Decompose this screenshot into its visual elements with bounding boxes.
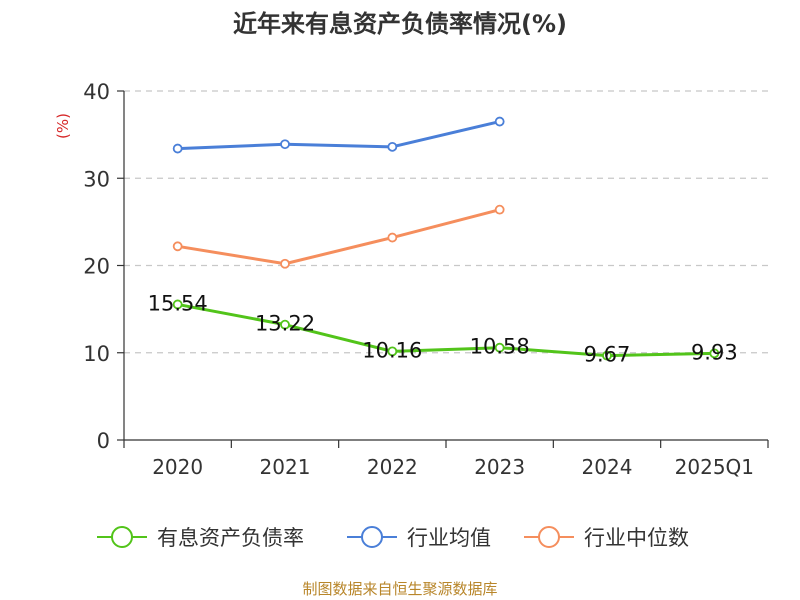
data-point-s2-3 (494, 204, 505, 215)
legend-label: 有息资产负债率 (157, 526, 304, 550)
data-point-s0-5 (709, 348, 720, 359)
legend-swatch-marker (538, 526, 560, 548)
legend-item-1[interactable]: 行业均值 (347, 526, 491, 550)
x-tick-label: 2022 (367, 455, 418, 479)
data-point-s1-1 (280, 139, 290, 150)
data-point-s1-2 (387, 141, 398, 152)
data-point-s2-0 (172, 241, 183, 252)
data-label: 13.22 (255, 312, 315, 336)
y-tick-label: 30 (83, 167, 110, 191)
series-line-2 (177, 208, 501, 266)
series-lines (172, 116, 720, 361)
y-axis-label: (%) (54, 113, 72, 139)
data-label: 10.58 (470, 335, 530, 359)
data-point-s0-1 (280, 319, 290, 330)
y-tick-label: 10 (83, 342, 110, 366)
data-point-s1-0 (172, 143, 183, 154)
x-tick-label: 2024 (582, 455, 633, 479)
legend-swatch-marker (111, 526, 133, 548)
legend[interactable]: 有息资产负债率 行业均值 行业中位数 (97, 526, 689, 550)
y-tick-label: 0 (97, 429, 110, 453)
data-label: 9.93 (691, 340, 738, 364)
source-note: 制图数据来自恒生聚源数据库 (302, 580, 498, 598)
data-label: 9.67 (584, 343, 631, 367)
y-tick-label: 40 (83, 80, 110, 104)
chart-title: 近年来有息资产负债率情况(%) (233, 10, 567, 38)
legend-item-2[interactable]: 行业中位数 (524, 526, 689, 550)
data-labels: 15.54 13.22 10.16 10.58 9.67 9.93 (148, 291, 738, 366)
x-tick-label: 2025Q1 (675, 455, 754, 479)
data-point-s1-3 (494, 116, 505, 127)
axes: 0 10 20 30 40 2020 2021 2022 2023 2024 2025Q1 (%) (54, 80, 769, 479)
legend-item-0[interactable]: 有息资产负债率 (97, 526, 304, 550)
data-point-s2-1 (280, 258, 290, 269)
data-label: 10.16 (362, 338, 422, 362)
series-line-0 (177, 302, 715, 358)
y-tick-label: 20 (83, 255, 110, 279)
series-line-1 (177, 120, 501, 151)
legend-swatch-marker (361, 526, 383, 548)
grid-lines (124, 90, 768, 354)
data-point-s2-2 (387, 232, 398, 243)
x-tick-label: 2020 (152, 455, 203, 479)
legend-label: 行业中位数 (584, 526, 689, 550)
data-point-s0-3 (494, 342, 505, 353)
data-point-s0-0 (172, 299, 183, 310)
data-point-s0-2 (387, 346, 398, 357)
data-label: 15.54 (148, 291, 208, 315)
x-tick-label: 2021 (260, 455, 311, 479)
data-point-s0-4 (602, 350, 612, 361)
legend-label: 行业均值 (407, 526, 491, 550)
x-tick-label: 2023 (474, 455, 525, 479)
